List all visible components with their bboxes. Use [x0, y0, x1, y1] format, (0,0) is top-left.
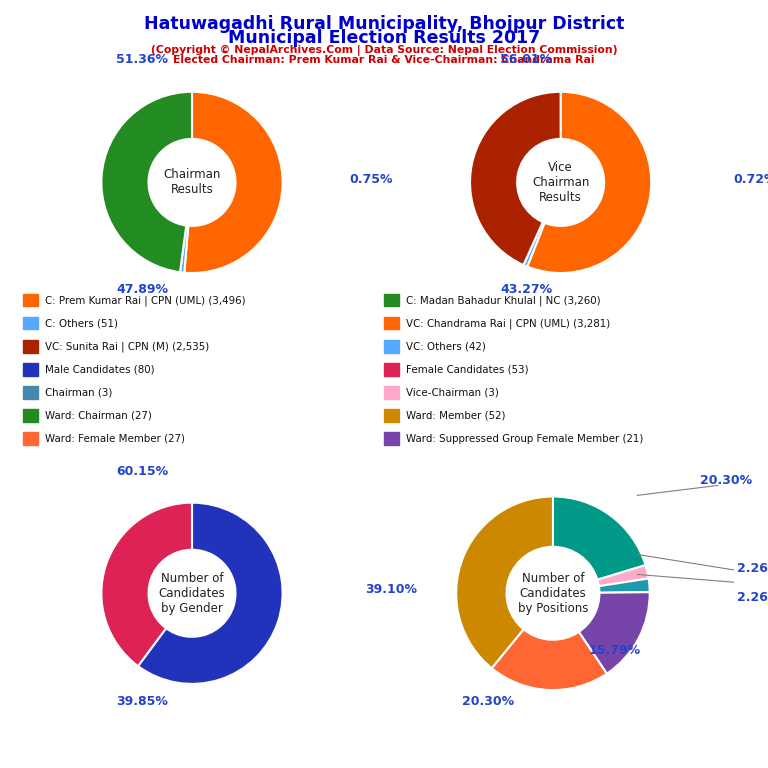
Text: 51.36%: 51.36% [116, 53, 168, 66]
Wedge shape [184, 92, 283, 273]
Wedge shape [101, 92, 192, 272]
Text: C: Madan Bahadur Khulal | NC (3,260): C: Madan Bahadur Khulal | NC (3,260) [406, 295, 600, 306]
Wedge shape [553, 496, 646, 580]
Wedge shape [470, 92, 561, 265]
Text: C: Prem Kumar Rai | CPN (UML) (3,496): C: Prem Kumar Rai | CPN (UML) (3,496) [45, 295, 245, 306]
Wedge shape [579, 592, 650, 674]
Text: 56.01%: 56.01% [500, 53, 552, 66]
Wedge shape [101, 503, 192, 666]
Wedge shape [599, 578, 650, 593]
Text: Male Candidates (80): Male Candidates (80) [45, 364, 154, 375]
Wedge shape [598, 565, 649, 586]
Text: 0.75%: 0.75% [349, 173, 393, 186]
Text: 20.30%: 20.30% [462, 695, 514, 708]
Wedge shape [456, 496, 553, 668]
Text: 47.89%: 47.89% [116, 283, 168, 296]
Text: VC: Chandrama Rai | CPN (UML) (3,281): VC: Chandrama Rai | CPN (UML) (3,281) [406, 318, 610, 329]
Text: 43.27%: 43.27% [500, 283, 552, 296]
Text: Elected Chairman: Prem Kumar Rai & Vice-Chairman: Chandrama Rai: Elected Chairman: Prem Kumar Rai & Vice-… [174, 55, 594, 65]
Text: VC: Sunita Rai | CPN (M) (2,535): VC: Sunita Rai | CPN (M) (2,535) [45, 341, 209, 352]
Text: Ward: Female Member (27): Ward: Female Member (27) [45, 433, 184, 444]
Text: 60.15%: 60.15% [116, 465, 168, 478]
Text: 15.79%: 15.79% [588, 644, 641, 657]
Text: Vice
Chairman
Results: Vice Chairman Results [532, 161, 589, 204]
Text: Number of
Candidates
by Gender: Number of Candidates by Gender [159, 572, 225, 614]
Text: 39.10%: 39.10% [366, 583, 418, 596]
Text: 2.26%: 2.26% [737, 591, 768, 604]
Text: C: Others (51): C: Others (51) [45, 318, 118, 329]
Text: 20.30%: 20.30% [700, 474, 752, 487]
Text: Female Candidates (53): Female Candidates (53) [406, 364, 528, 375]
Text: Hatuwagadhi Rural Municipality, Bhojpur District: Hatuwagadhi Rural Municipality, Bhojpur … [144, 15, 624, 33]
Text: (Copyright © NepalArchives.Com | Data Source: Nepal Election Commission): (Copyright © NepalArchives.Com | Data So… [151, 45, 617, 55]
Text: Municipal Election Results 2017: Municipal Election Results 2017 [228, 29, 540, 47]
Wedge shape [492, 629, 607, 690]
Text: VC: Others (42): VC: Others (42) [406, 341, 485, 352]
Text: Number of
Candidates
by Positions: Number of Candidates by Positions [518, 572, 588, 614]
Wedge shape [180, 226, 188, 273]
Text: Ward: Suppressed Group Female Member (21): Ward: Suppressed Group Female Member (21… [406, 433, 643, 444]
Text: 2.26%: 2.26% [737, 562, 768, 575]
Text: 39.85%: 39.85% [116, 695, 168, 708]
Wedge shape [527, 92, 651, 273]
Text: Chairman
Results: Chairman Results [164, 168, 220, 197]
Text: Ward: Member (52): Ward: Member (52) [406, 410, 505, 421]
Text: Vice-Chairman (3): Vice-Chairman (3) [406, 387, 498, 398]
Text: Ward: Chairman (27): Ward: Chairman (27) [45, 410, 151, 421]
Wedge shape [524, 222, 545, 266]
Wedge shape [138, 503, 283, 684]
Text: Chairman (3): Chairman (3) [45, 387, 112, 398]
Text: 0.72%: 0.72% [733, 173, 768, 186]
